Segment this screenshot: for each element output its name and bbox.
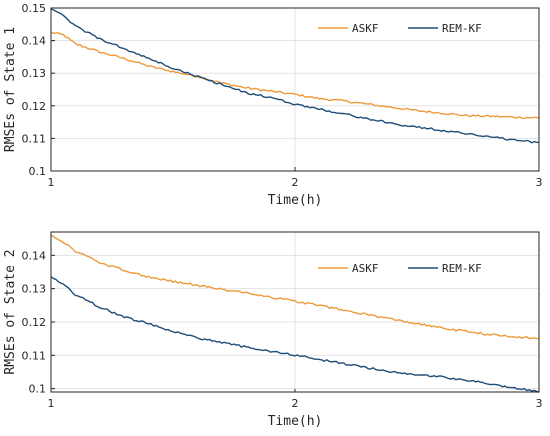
y-axis-label: RMSEs of State 2 [3, 249, 18, 374]
x-tick-label: 3 [536, 176, 543, 189]
series-line-rem-kf [50, 276, 540, 393]
y-tick-label: 0.15 [22, 2, 47, 15]
x-tick-label: 2 [292, 176, 299, 189]
y-tick-label: 0.12 [22, 316, 47, 329]
y-axis-label: RMSEs of State 1 [3, 27, 18, 152]
series-line-askf [50, 234, 540, 340]
y-tick-label: 0.1 [29, 383, 47, 396]
series-line-askf [50, 31, 540, 120]
x-tick-label: 1 [48, 397, 55, 410]
chart-panel-2: 1 2 3 0.1 0.11 0.12 0.13 0.14 ASKF REM-KF Time(h) R… [3, 231, 543, 429]
x-tick-label: 3 [536, 397, 543, 410]
y-tick-label: 0.11 [22, 349, 47, 362]
y-tick-label: 0.1 [29, 165, 47, 178]
legend-label: REM-KF [442, 22, 482, 35]
axes-box [50, 7, 540, 172]
series-line-rem-kf [50, 8, 540, 144]
axes-box [50, 231, 540, 393]
x-axis-label: Time(h) [268, 414, 323, 429]
y-tick-label: 0.13 [22, 67, 47, 80]
y-tick-label: 0.11 [22, 132, 47, 145]
legend-label: ASKF [352, 22, 379, 35]
x-tick-label: 1 [48, 176, 55, 189]
y-tick-label: 0.14 [22, 35, 47, 48]
x-axis-label: Time(h) [268, 193, 323, 208]
legend-label: ASKF [352, 262, 379, 275]
legend-label: REM-KF [442, 262, 482, 275]
y-tick-label: 0.12 [22, 100, 47, 113]
x-tick-label: 2 [292, 397, 299, 410]
y-tick-label: 0.13 [22, 283, 47, 296]
chart-panel-1: 1 2 3 0.1 0.11 0.12 0.13 0.14 0.15 ASKF REM-KF Time… [3, 2, 543, 208]
y-tick-label: 0.14 [22, 249, 47, 262]
